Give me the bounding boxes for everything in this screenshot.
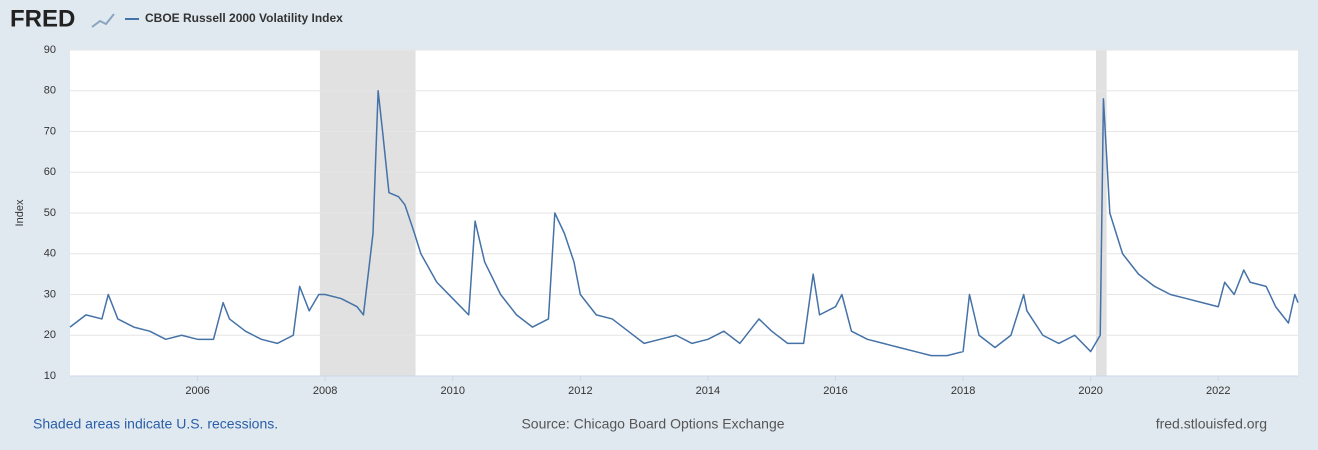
- y-tick-label: 60: [44, 166, 56, 178]
- x-tick-label: 2008: [313, 385, 337, 397]
- logo: FRED: [10, 5, 75, 32]
- y-tick-label: 40: [44, 248, 56, 260]
- x-tick-label: 2012: [568, 385, 592, 397]
- x-tick-label: 2014: [696, 385, 720, 397]
- y-tick-label: 10: [44, 370, 56, 382]
- y-tick-label: 80: [44, 85, 56, 97]
- source: Source: Chicago Board Options Exchange: [521, 416, 784, 432]
- legend-title: CBOE Russell 2000 Volatility Index: [145, 11, 343, 25]
- site: fred.stlouisfed.org: [1156, 416, 1267, 432]
- series-line: [69, 90, 1299, 357]
- y-tick-label: 50: [44, 207, 56, 219]
- logo-icon: [91, 13, 115, 28]
- x-tick-label: 2020: [1078, 385, 1102, 397]
- y-tick-label: 70: [44, 125, 56, 137]
- y-axis-label: Index: [14, 199, 26, 226]
- recession-note[interactable]: Shaded areas indicate U.S. recessions.: [33, 416, 278, 432]
- y-tick-label: 20: [44, 329, 56, 341]
- x-tick-label: 2010: [441, 385, 465, 397]
- x-tick-label: 2022: [1206, 385, 1230, 397]
- x-tick-label: 2016: [823, 385, 847, 397]
- y-tick-label: 90: [44, 44, 56, 56]
- x-tick-label: 2006: [185, 385, 209, 397]
- y-tick-label: 30: [44, 288, 56, 300]
- x-tick-label: 2018: [951, 385, 975, 397]
